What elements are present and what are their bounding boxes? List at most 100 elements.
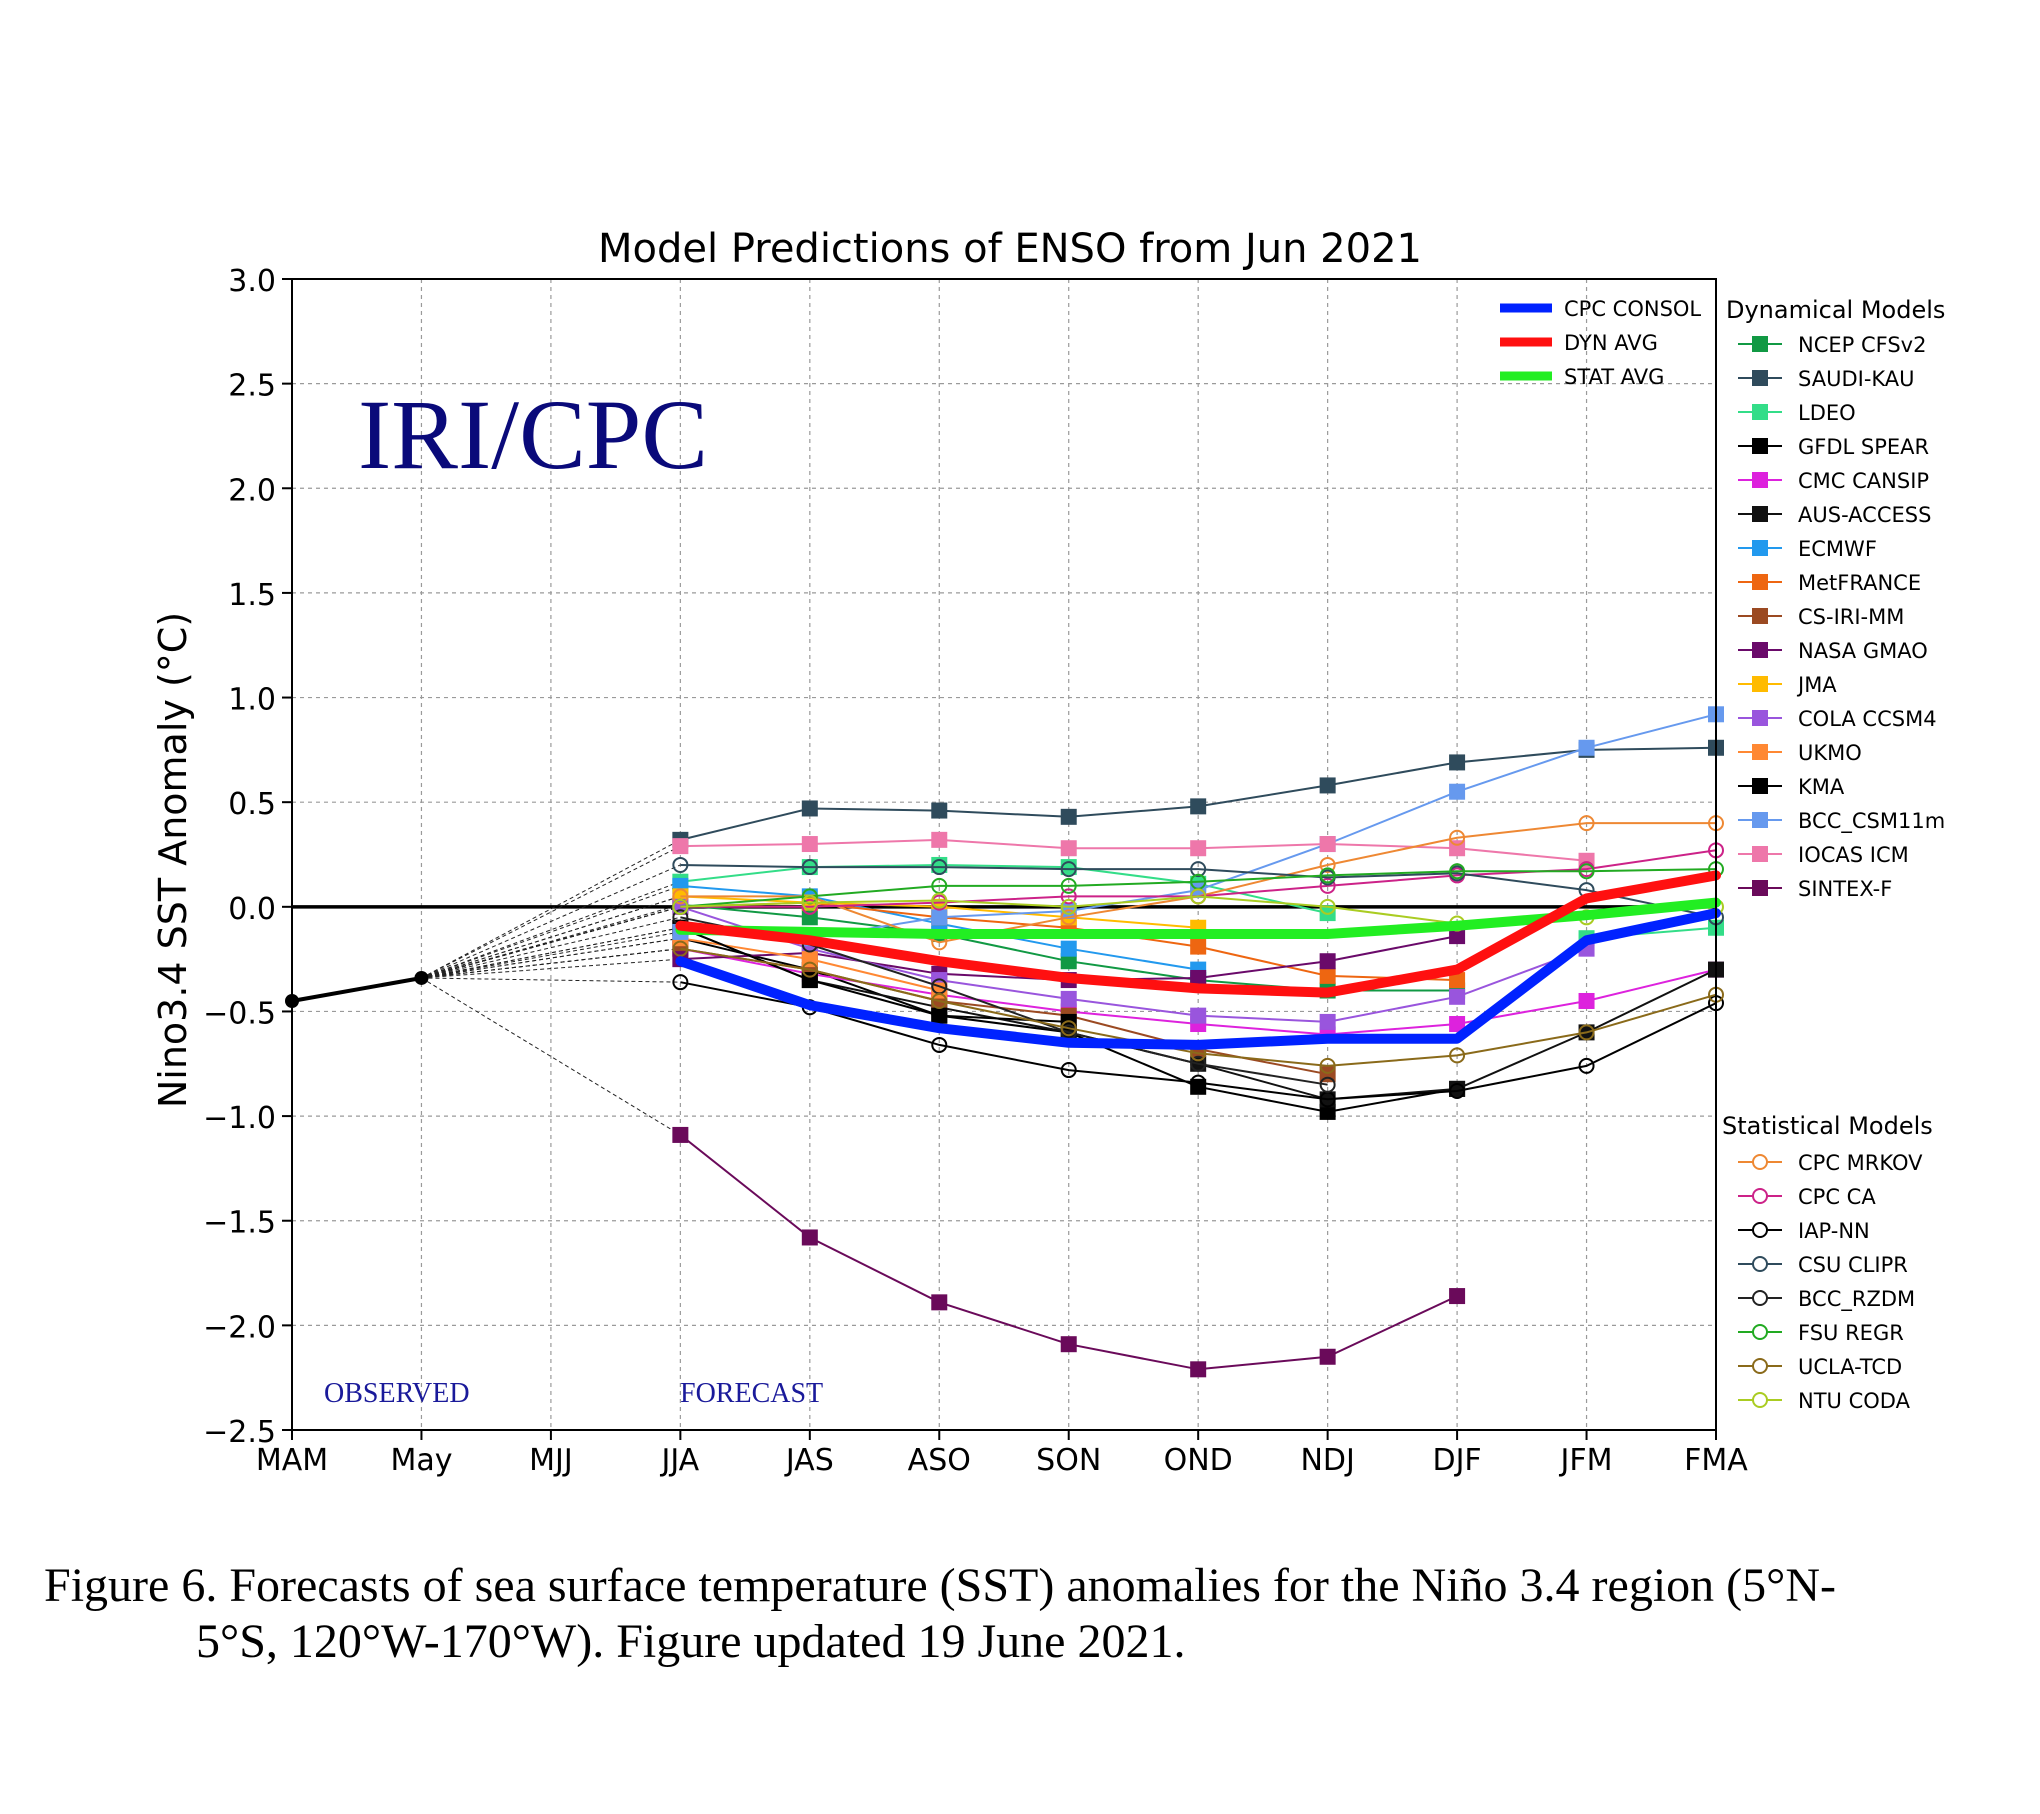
series-point-stat-3 (931, 859, 948, 876)
legend-swatch-marker-dyn-12 (1752, 744, 1768, 760)
figure-caption: Figure 6. Forecasts of sea surface tempe… (44, 1558, 2004, 1670)
series-point-stat-2 (1190, 1074, 1207, 1091)
connector-dyn-6 (421, 885, 681, 979)
legend-swatch-marker-stat-5 (1752, 1324, 1768, 1340)
series-point-dyn-15 (1060, 840, 1077, 857)
legend-label-average-1: DYN AVG (1564, 331, 1658, 355)
legend-label-stat-3: CSU CLIPR (1798, 1253, 1908, 1277)
y-tick-label: 1.5 (228, 578, 276, 613)
caption-line-1: Figure 6. Forecasts of sea surface tempe… (44, 1559, 1836, 1612)
series-point-dyn-7 (1319, 967, 1336, 984)
series-point-dyn-1 (1060, 808, 1077, 825)
legend-label-average-0: CPC CONSOL (1564, 297, 1701, 321)
series-point-stat-5 (1449, 863, 1466, 880)
series-point-dyn-0 (1060, 953, 1077, 970)
legend-swatch-marker-dyn-2 (1752, 404, 1768, 420)
series-point-dyn-11 (1319, 1013, 1336, 1030)
caption-line-2: 5°S, 120°W-170°W). Figure updated 19 Jun… (196, 1615, 1186, 1668)
connector-stat-3 (421, 864, 681, 979)
average-series (675, 870, 1721, 1050)
series-point-stat-7 (1060, 898, 1077, 915)
connector-stat-0 (421, 895, 681, 979)
series-point-stat-2 (1578, 1057, 1595, 1074)
series-point-dyn-15 (801, 836, 818, 853)
chart-text: Model Predictions of ENSO from Jun 2021 … (151, 226, 1422, 1409)
legend-swatch-marker-dyn-15 (1752, 846, 1768, 862)
series-point-stat-6 (1578, 1024, 1595, 1041)
series-point-dyn-15 (931, 831, 948, 848)
observed-line (291, 976, 422, 1003)
series-point-dyn-15 (672, 838, 689, 855)
series-point-dyn-7 (1190, 938, 1207, 955)
legend-swatch-marker-dyn-10 (1752, 676, 1768, 692)
y-tick-label: 2.0 (228, 473, 276, 508)
series-point-dyn-11 (1190, 1007, 1207, 1024)
legend-swatch-marker-dyn-3 (1752, 438, 1768, 454)
series-point-dyn-16 (1190, 1361, 1207, 1378)
series-point-dyn-16 (931, 1294, 948, 1311)
observed-label: OBSERVED (324, 1378, 470, 1409)
series-point-dyn-16 (1060, 1336, 1077, 1353)
series-line-stat-6 (680, 947, 1717, 1067)
series-point-dyn-1 (1190, 798, 1207, 815)
series-point-dyn-6 (1060, 940, 1077, 957)
series-point-stat-6 (672, 940, 689, 957)
x-tick-label: May (390, 1443, 452, 1478)
legend-swatch-marker-dyn-0 (1752, 336, 1768, 352)
series-point-stat-2 (931, 1036, 948, 1053)
y-tick-label: −0.5 (203, 996, 276, 1031)
x-tick-label: JFM (1559, 1443, 1613, 1478)
y-tick-label: −1.0 (203, 1101, 276, 1136)
legend-swatch-marker-stat-7 (1752, 1392, 1768, 1408)
legend-label-dyn-5: AUS-ACCESS (1798, 503, 1931, 527)
series-point-stat-2 (672, 974, 689, 991)
series-point-stat-0 (672, 888, 689, 905)
legend-label-dyn-10: JMA (1796, 673, 1837, 697)
y-tick-label: 0.5 (228, 787, 276, 822)
series-point-stat-1 (1319, 877, 1336, 894)
legend-swatch-marker-stat-2 (1752, 1222, 1768, 1238)
legends: CPC CONSOL DYN AVG STAT AVG Dynamical Model… (1500, 296, 1945, 1413)
series-point-stat-7 (931, 892, 948, 909)
legend-title-dynamical: Dynamical Models (1726, 296, 1945, 324)
average-line-0 (675, 908, 1721, 1050)
legend-label-dyn-13: KMA (1798, 775, 1845, 799)
observed-series (285, 970, 429, 1008)
legend-swatch-marker-dyn-7 (1752, 574, 1768, 590)
series-point-dyn-4 (1578, 992, 1595, 1009)
observed-point (414, 970, 429, 985)
legend-label-dyn-0: NCEP CFSv2 (1798, 333, 1926, 357)
legend-label-dyn-3: GFDL SPEAR (1798, 435, 1929, 459)
series-point-stat-5 (1319, 867, 1336, 884)
y-tick-label: 1.0 (228, 683, 276, 718)
legend-label-stat-4: BCC_RZDM (1798, 1287, 1915, 1312)
legend-swatch-marker-dyn-13 (1752, 778, 1768, 794)
legend-label-stat-6: UCLA-TCD (1798, 1355, 1902, 1379)
series-point-dyn-11 (1060, 990, 1077, 1007)
legend-swatch-marker-dyn-16 (1752, 880, 1768, 896)
series-point-stat-4 (1319, 1076, 1336, 1093)
series-point-dyn-4 (1449, 1016, 1466, 1033)
axes: 3.0 2.5 2.0 1.5 1.0 0.5 0.0 −0.5 −1.0 −1.5 −2.0 −2.… (203, 264, 1748, 1478)
series-point-dyn-9 (1319, 953, 1336, 970)
series-point-dyn-9 (1449, 928, 1466, 945)
series-point-stat-7 (672, 898, 689, 915)
x-tick-label: ASO (908, 1443, 971, 1478)
series-point-dyn-1 (1449, 754, 1466, 771)
series-point-stat-2 (1449, 1082, 1466, 1099)
legend-label-dyn-16: SINTEX-F (1798, 877, 1892, 901)
connector-dyn-12 (421, 937, 681, 979)
x-tick-label: DJF (1432, 1443, 1481, 1478)
series-point-stat-2 (1060, 1062, 1077, 1079)
legend-label-average-2: STAT AVG (1564, 365, 1664, 389)
series-line-dyn-11 (680, 905, 1587, 1023)
connector-dyn-13 (421, 927, 681, 979)
connector-stat-4 (421, 916, 681, 979)
series-point-stat-7 (801, 894, 818, 911)
legend-swatch-marker-dyn-1 (1752, 370, 1768, 386)
y-tick-label: 0.0 (228, 892, 276, 927)
series-point-dyn-11 (1449, 988, 1466, 1005)
series-point-stat-5 (1578, 863, 1595, 880)
series-line-stat-2 (680, 981, 1717, 1101)
series-point-dyn-14 (1578, 739, 1595, 756)
